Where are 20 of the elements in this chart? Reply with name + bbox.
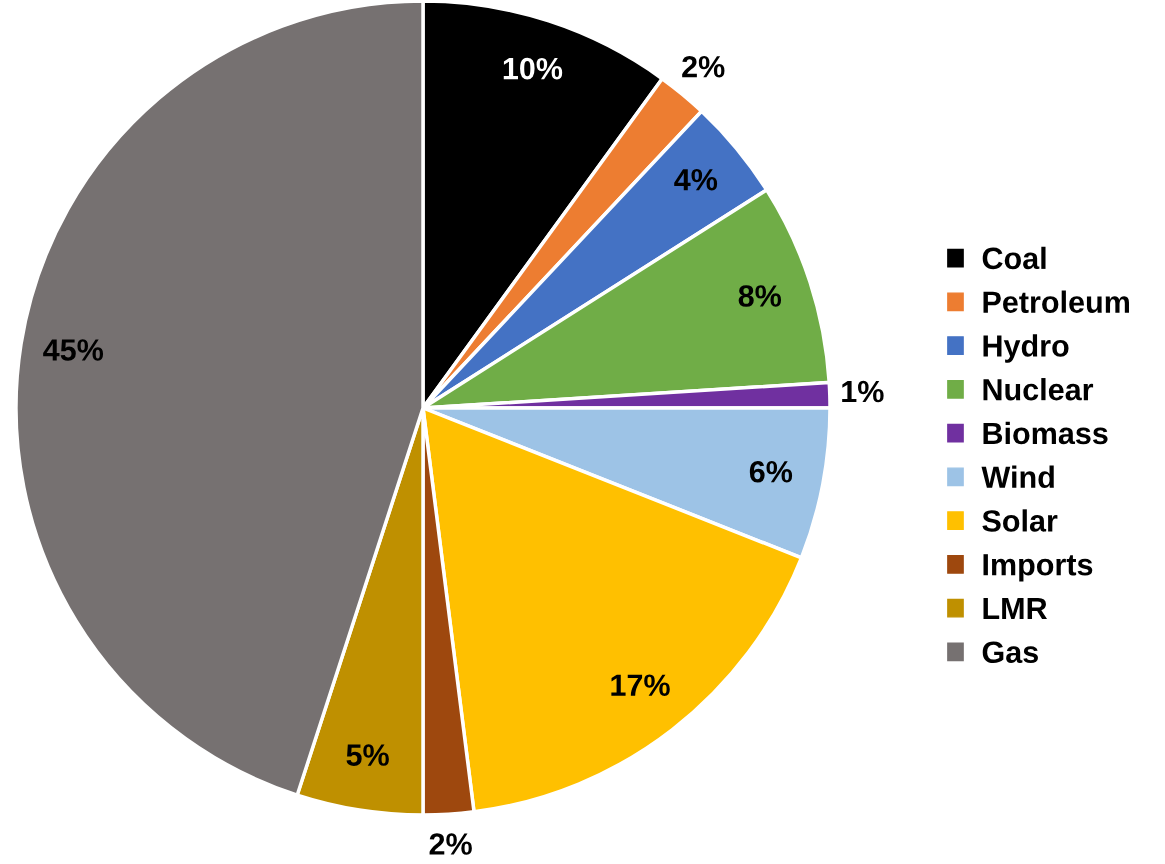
data-label: 2% <box>429 833 472 855</box>
data-label: 8% <box>738 285 782 307</box>
legend-label: Nuclear <box>983 378 1094 401</box>
data-label: 10% <box>503 57 563 80</box>
data-label: 4% <box>674 168 718 191</box>
data-label: 2% <box>682 55 725 78</box>
legend-label: Coal <box>982 246 1046 270</box>
legend-label: Hydro <box>983 334 1069 363</box>
legend-label: Wind <box>981 465 1054 488</box>
legend-label: Biomass <box>983 421 1108 445</box>
legend-label: Solar <box>982 509 1058 532</box>
data-label: 45% <box>43 339 104 361</box>
legend-label: Petroleum <box>983 290 1129 313</box>
data-label: 1% <box>842 380 884 403</box>
data-label: 17% <box>611 674 670 696</box>
data-label: 5% <box>346 744 389 766</box>
data-label: 6% <box>749 460 793 483</box>
legend-label: Imports <box>983 554 1093 582</box>
legend-label: LMR <box>983 597 1048 619</box>
legend-label: Gas <box>982 641 1038 664</box>
